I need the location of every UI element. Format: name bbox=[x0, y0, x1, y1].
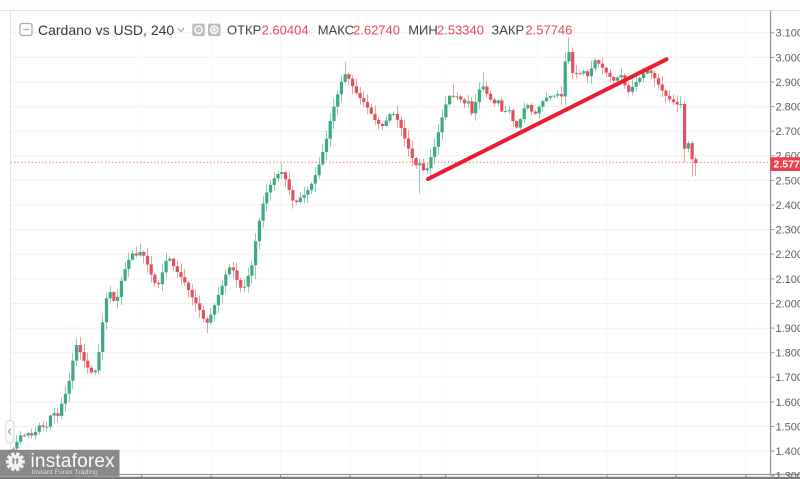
svg-text:ОТКР: ОТКР bbox=[227, 23, 261, 38]
svg-text:2.62740: 2.62740 bbox=[353, 23, 400, 38]
svg-text:2.700: 2.700 bbox=[776, 126, 800, 138]
svg-text:МИН: МИН bbox=[408, 23, 438, 38]
svg-text:2.577: 2.577 bbox=[774, 158, 800, 170]
svg-text:1.600: 1.600 bbox=[776, 397, 800, 409]
svg-text:3.000: 3.000 bbox=[776, 52, 800, 64]
svg-text:1.900: 1.900 bbox=[776, 323, 800, 335]
svg-text:instaforex: instaforex bbox=[31, 451, 116, 472]
svg-text:2.500: 2.500 bbox=[776, 175, 800, 187]
svg-text:2.57746: 2.57746 bbox=[525, 23, 572, 38]
svg-text:2.800: 2.800 bbox=[776, 102, 800, 114]
svg-text:2.60404: 2.60404 bbox=[262, 23, 309, 38]
svg-text:1.700: 1.700 bbox=[776, 372, 800, 384]
svg-text:МАКС: МАКС bbox=[318, 23, 354, 38]
svg-text:Instant Forex Trading: Instant Forex Trading bbox=[32, 469, 98, 476]
svg-text:2.53340: 2.53340 bbox=[437, 23, 484, 38]
svg-text:1.800: 1.800 bbox=[776, 348, 800, 360]
svg-text:2.300: 2.300 bbox=[776, 225, 800, 237]
svg-text:2.200: 2.200 bbox=[776, 249, 800, 261]
svg-text:2.900: 2.900 bbox=[776, 77, 800, 89]
svg-text:2.400: 2.400 bbox=[776, 200, 800, 212]
svg-text:1.500: 1.500 bbox=[776, 421, 800, 433]
svg-text:ЗАКР: ЗАКР bbox=[491, 23, 524, 38]
svg-text:Cardano vs USD, 240: Cardano vs USD, 240 bbox=[38, 22, 174, 38]
svg-text:3.100: 3.100 bbox=[776, 28, 800, 40]
svg-text:1.300: 1.300 bbox=[776, 471, 800, 479]
svg-text:2.000: 2.000 bbox=[776, 298, 800, 310]
svg-text:2.100: 2.100 bbox=[776, 274, 800, 286]
svg-text:1.400: 1.400 bbox=[776, 446, 800, 458]
